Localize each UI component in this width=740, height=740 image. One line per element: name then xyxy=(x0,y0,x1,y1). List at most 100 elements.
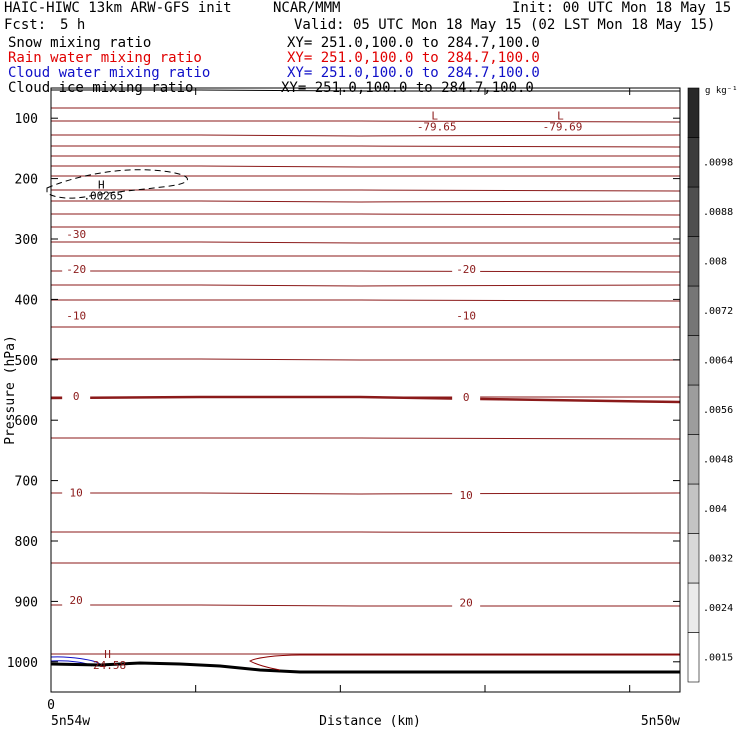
colorbar-swatch xyxy=(687,434,700,485)
isotherm-line xyxy=(51,492,681,495)
isotherm-line xyxy=(51,89,680,92)
field-name-snow: Snow mixing ratio xyxy=(8,35,152,51)
extremum-value: -79.69 xyxy=(543,120,583,133)
colorbar-swatch xyxy=(687,483,700,534)
extremum-mark: L xyxy=(557,109,564,122)
y-tick-label: 700 xyxy=(15,475,38,490)
colorbar-label: .0056 xyxy=(703,405,733,416)
colorbar: .0015 .0024 .0032 .004 .0048 .0056 .0064 .0072.… xyxy=(687,87,733,683)
freezing-level-line xyxy=(50,395,681,404)
contour-labels: -30 -20 -20 -10 -10 0 0 10 10 20 20 xyxy=(62,228,481,610)
y-tick-label: 1000 xyxy=(7,656,38,671)
y-axis-label: Pressure (hPa) xyxy=(3,335,18,445)
isotherm-line xyxy=(51,145,681,148)
contour-label: -20 xyxy=(456,263,476,276)
header-center: NCAR/MMM xyxy=(273,0,341,16)
contour-label-bg xyxy=(452,489,481,502)
extremum-mark: L xyxy=(431,109,438,122)
extremum-mark: H xyxy=(104,648,111,661)
field-xy-rain: XY= 251.0,100.0 to 284.7,100.0 xyxy=(287,50,540,66)
x-axis-right-label: 5n50w xyxy=(641,714,680,729)
isotherm-line xyxy=(51,120,681,123)
contour-label: 0 xyxy=(463,391,470,404)
colorbar-label: .0024 xyxy=(703,603,733,614)
header-fcst-value: 5 h xyxy=(60,17,86,33)
near-surface-contour xyxy=(249,654,680,671)
contour-label-bg xyxy=(62,486,91,499)
isotherm-line xyxy=(51,241,680,244)
colorbar-label: .0064 xyxy=(703,355,733,366)
y-tick-label: 900 xyxy=(15,595,38,610)
contour-label: -20 xyxy=(66,263,86,276)
header-valid: Valid: 05 UTC Mon 18 May 15 (02 LST Mon … xyxy=(294,17,716,33)
y-tick-label: 100 xyxy=(15,112,38,127)
isotherm-line xyxy=(51,270,681,273)
y-tick-label: 500 xyxy=(15,354,38,369)
extremum-value: -79.65 xyxy=(417,120,457,133)
contour-label-bg xyxy=(62,309,91,322)
isotherm-line xyxy=(51,299,681,302)
field-name-rain: Rain water mixing ratio xyxy=(8,50,202,66)
colorbar-label: .0072 xyxy=(703,306,733,317)
colorbar-swatch xyxy=(687,236,700,287)
header-init: Init: 00 UTC Mon 18 May 15 xyxy=(512,0,732,16)
colorbar-label: .0032 xyxy=(703,553,733,564)
colorbar-swatch xyxy=(687,87,700,138)
contour-label-bg xyxy=(452,309,481,322)
colorbar-label: .0015 xyxy=(703,652,733,663)
y-tick-label: 200 xyxy=(15,173,38,188)
isotherm-line xyxy=(51,284,681,287)
isotherm-line xyxy=(51,437,681,440)
contour-label: 10 xyxy=(70,487,83,500)
field-xy-cloud-water: XY= 251.0,100.0 to 284.7,100.0 xyxy=(287,65,540,81)
cloud-ice-contour xyxy=(46,169,188,199)
colorbar-swatch xyxy=(687,137,700,188)
contour-label: -10 xyxy=(456,310,476,323)
contour-label-bg xyxy=(62,390,91,403)
contour-label: 20 xyxy=(70,594,83,607)
contour-label: 20 xyxy=(460,597,473,610)
y-tick-label: 400 xyxy=(15,293,38,308)
isotherm-line xyxy=(51,604,680,607)
temperature-contours xyxy=(50,89,681,655)
contour-label-bg xyxy=(452,263,481,276)
colorbar-swatch xyxy=(687,335,700,386)
colorbar-unit: g kg⁻¹ xyxy=(705,86,738,96)
x-axis-label: Distance (km) xyxy=(319,714,421,729)
extremum-value: 24.58 xyxy=(93,659,126,672)
contour-label-bg xyxy=(62,594,91,607)
terrain-line xyxy=(50,661,680,674)
field-name-cloud-water: Cloud water mixing ratio xyxy=(8,65,211,81)
contour-label-bg xyxy=(62,263,91,276)
contour-label-bg xyxy=(62,228,91,241)
colorbar-label: .004 xyxy=(703,504,727,515)
extremum-value: .00265 xyxy=(83,189,123,202)
isotherm-line xyxy=(51,531,681,534)
isotherm-line xyxy=(51,200,681,203)
colorbar-label: .008 xyxy=(703,256,727,267)
header-title: HAIC-HIWC 13km ARW-GFS init xyxy=(4,0,232,16)
isotherm-line xyxy=(51,165,680,168)
x-axis-zero-label: 0 xyxy=(47,698,55,713)
colorbar-swatch xyxy=(687,533,700,584)
colorbar-swatch xyxy=(687,186,700,237)
field-xy-snow: XY= 251.0,100.0 to 284.7,100.0 xyxy=(287,35,540,51)
contour-label-bg xyxy=(452,391,481,404)
isotherm-line xyxy=(51,358,680,361)
contour-label: 0 xyxy=(73,390,80,403)
y-tick-label: 300 xyxy=(15,233,38,248)
x-axis xyxy=(50,88,631,692)
y-tick-label: 800 xyxy=(15,535,38,550)
colorbar-swatch xyxy=(687,582,700,633)
header-fcst-label: Fcst: xyxy=(4,17,47,33)
y-tick-label: 600 xyxy=(15,414,38,429)
colorbar-label: .0088 xyxy=(703,207,733,218)
colorbar-swatch xyxy=(687,632,700,683)
isotherm-line xyxy=(51,189,681,192)
colorbar-swatch xyxy=(687,285,700,336)
contour-label-bg xyxy=(452,596,481,609)
colorbar-swatch xyxy=(687,384,700,435)
colorbar-label: .0048 xyxy=(703,454,733,465)
